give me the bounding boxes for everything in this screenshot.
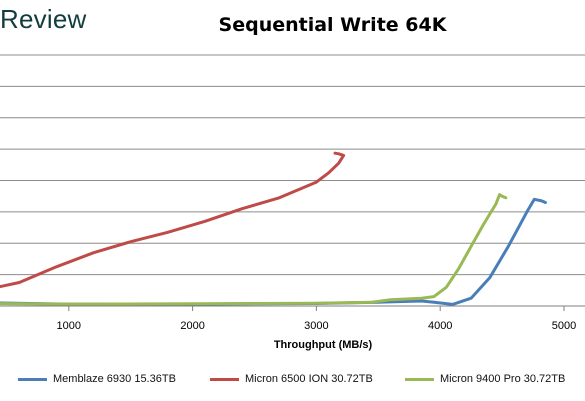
series-line-micron-6500 xyxy=(0,151,346,289)
series-line-memblaze xyxy=(0,197,547,306)
legend-label-micron-6500: Micron 6500 ION 30.72TB xyxy=(245,373,373,385)
x-ticks: 1000 2000 3000 4000 5000 xyxy=(57,306,576,332)
x-tick-label-2000: 2000 xyxy=(180,320,204,332)
series-line-micron-9400 xyxy=(0,193,508,306)
legend-label-micron-9400: Micron 9400 Pro 30.72TB xyxy=(440,373,566,385)
x-tick-label-3000: 3000 xyxy=(304,320,328,332)
x-axis-label: Throughput (MB/s) xyxy=(274,339,373,351)
chart-title: Sequential Write 64K xyxy=(218,14,447,36)
legend-swatch-micron-6500 xyxy=(210,377,239,381)
legend-label-memblaze: Memblaze 6930 15.36TB xyxy=(53,373,176,385)
x-tick-label-5000: 5000 xyxy=(552,320,576,332)
legend-item-memblaze: Memblaze 6930 15.36TB xyxy=(18,373,176,385)
legend-swatch-memblaze xyxy=(18,377,47,381)
legend-item-micron-9400: Micron 9400 Pro 30.72TB xyxy=(405,373,565,385)
series-lines xyxy=(0,151,547,306)
legend: Memblaze 6930 15.36TB Micron 6500 ION 30… xyxy=(0,373,585,389)
x-tick-label-1000: 1000 xyxy=(57,320,81,332)
x-tick-label-4000: 4000 xyxy=(428,320,452,332)
logo-text: Review xyxy=(0,4,87,34)
legend-swatch-micron-9400 xyxy=(405,377,434,381)
legend-item-micron-6500: Micron 6500 ION 30.72TB xyxy=(210,373,373,385)
gridlines xyxy=(0,54,585,276)
